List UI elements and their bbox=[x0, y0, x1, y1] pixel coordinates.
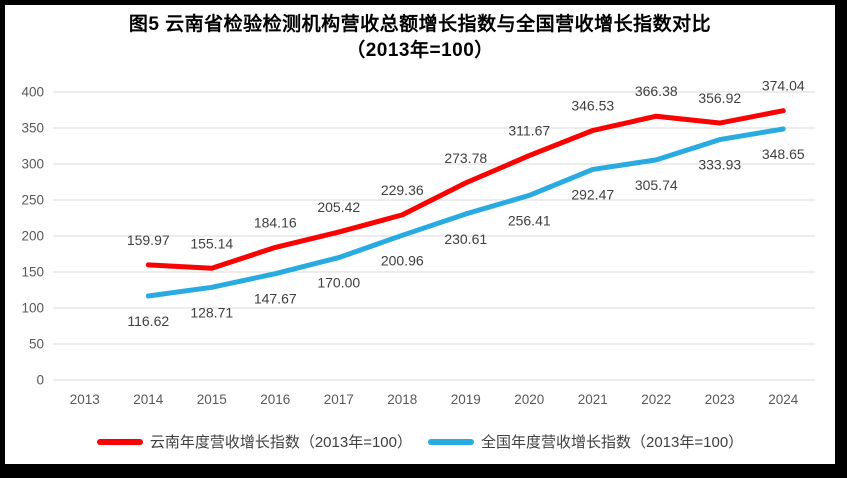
x-tick-label-2014: 2014 bbox=[133, 392, 164, 407]
data-label-0-2020: 311.67 bbox=[508, 123, 550, 139]
x-tick-label-2020: 2020 bbox=[514, 392, 544, 407]
y-tick-label-0: 0 bbox=[36, 373, 44, 388]
data-label-1-2016: 147.67 bbox=[254, 291, 297, 307]
data-label-1-2014: 116.62 bbox=[127, 313, 169, 329]
x-tick-label-2023: 2023 bbox=[705, 392, 735, 407]
y-tick-label-200: 200 bbox=[21, 229, 44, 244]
chart-plot-area: 0 50 100 150 200 250 300 350 400 2013 2014 2015 2016… bbox=[21, 78, 815, 407]
x-tick-label-2017: 2017 bbox=[324, 392, 354, 407]
data-label-1-2017: 170.00 bbox=[317, 275, 360, 291]
data-label-1-2020: 256.41 bbox=[508, 212, 551, 228]
data-label-1-2015: 128.71 bbox=[190, 304, 233, 320]
y-tick-label-250: 250 bbox=[21, 193, 44, 208]
legend-swatch-national bbox=[428, 438, 474, 445]
data-label-0-2017: 205.42 bbox=[317, 199, 360, 215]
chart-canvas: 图5 云南省检验检测机构营收总额增长指数与全国营收增长指数对比 （2013年=1… bbox=[5, 5, 835, 464]
data-label-0-2022: 366.38 bbox=[635, 83, 678, 99]
chart-title-line2: （2013年=100） bbox=[346, 40, 494, 61]
series-line-1 bbox=[145, 126, 786, 299]
y-tick-label-100: 100 bbox=[21, 301, 44, 316]
legend-label-national: 全国年度营收增长指数（2013年=100） bbox=[481, 434, 744, 451]
y-tick-label-350: 350 bbox=[21, 121, 44, 136]
data-label-1-2018: 200.96 bbox=[381, 252, 424, 268]
x-tick-label-2016: 2016 bbox=[260, 392, 290, 407]
data-label-1-2023: 333.93 bbox=[698, 157, 741, 173]
data-label-0-2015: 155.14 bbox=[190, 235, 233, 251]
data-label-1-2021: 292.47 bbox=[571, 186, 614, 202]
y-tick-label-300: 300 bbox=[21, 157, 44, 172]
legend-item-yunnan: 云南年度营收增长指数（2013年=100） bbox=[96, 431, 412, 452]
x-tick-label-2013: 2013 bbox=[70, 392, 100, 407]
y-tick-label-50: 50 bbox=[29, 337, 44, 352]
data-label-0-2016: 184.16 bbox=[254, 214, 297, 230]
data-label-0-2023: 356.92 bbox=[698, 90, 741, 106]
series-line-0 bbox=[145, 108, 786, 271]
legend-item-national: 全国年度营收增长指数（2013年=100） bbox=[428, 431, 743, 452]
data-label-0-2024: 374.04 bbox=[762, 78, 805, 94]
data-label-0-2019: 273.78 bbox=[444, 150, 487, 166]
y-tick-label-400: 400 bbox=[21, 85, 44, 100]
data-label-1-2019: 230.61 bbox=[444, 231, 487, 247]
x-tick-label-2018: 2018 bbox=[387, 392, 417, 407]
data-label-0-2021: 346.53 bbox=[571, 97, 614, 113]
legend-label-yunnan: 云南年度营收增长指数（2013年=100） bbox=[149, 434, 412, 451]
y-tick-label-150: 150 bbox=[21, 265, 44, 280]
data-label-0-2018: 229.36 bbox=[381, 182, 424, 198]
data-label-0-2014: 159.97 bbox=[127, 232, 170, 248]
x-tick-label-2024: 2024 bbox=[768, 392, 799, 407]
x-tick-label-2019: 2019 bbox=[451, 392, 481, 407]
chart-legend: 云南年度营收增长指数（2013年=100） 全国年度营收增长指数（2013年=1… bbox=[5, 431, 835, 452]
chart-title: 图5 云南省检验检测机构营收总额增长指数与全国营收增长指数对比 （2013年=1… bbox=[5, 12, 835, 64]
data-label-1-2022: 305.74 bbox=[635, 177, 678, 193]
legend-swatch-yunnan bbox=[96, 438, 143, 445]
x-tick-label-2015: 2015 bbox=[197, 392, 227, 407]
x-tick-label-2021: 2021 bbox=[578, 392, 608, 407]
data-label-1-2024: 348.65 bbox=[762, 146, 805, 162]
chart-title-line1: 图5 云南省检验检测机构营收总额增长指数与全国营收增长指数对比 bbox=[128, 14, 712, 35]
x-tick-label-2022: 2022 bbox=[641, 392, 671, 407]
